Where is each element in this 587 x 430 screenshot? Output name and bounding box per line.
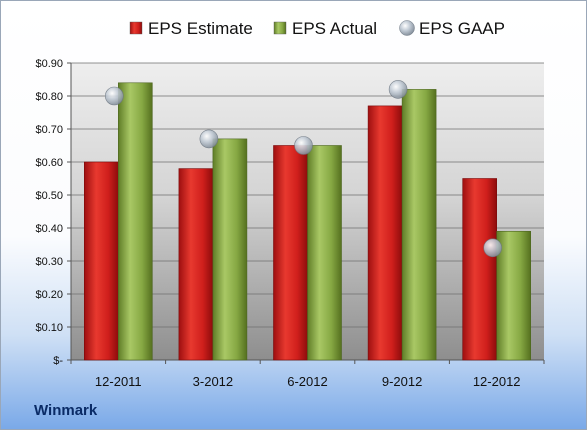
company-name: Winmark [34,402,98,419]
bar-eps-estimate [462,178,498,361]
y-tick-label: $0.10 [35,322,63,334]
y-tick-label: $0.20 [35,289,63,301]
bar-eps-actual [307,145,342,361]
y-tick-label: $0.80 [35,91,63,103]
x-tick-label: 12-2012 [473,374,521,389]
bar-eps-actual [212,138,248,361]
bar-eps-actual [401,89,437,361]
y-tick-label: $0.90 [35,58,63,70]
y-tick-label: $0.30 [35,256,63,268]
marker-eps-gaap [483,238,503,258]
legend-label: EPS GAAP [419,19,505,38]
legend-label: EPS Estimate [148,19,253,38]
marker-eps-gaap [105,86,124,106]
marker-eps-gaap [388,80,408,99]
bar-eps-actual [496,231,532,361]
bar-eps-estimate [178,168,214,361]
legend-swatch [399,20,415,36]
bar-eps-estimate [273,145,308,361]
legend-swatch [129,21,143,35]
marker-eps-gaap [294,136,313,155]
marker-eps-gaap [199,129,219,149]
x-tick-label: 6-2012 [287,374,327,389]
bar-eps-actual [118,82,153,361]
y-tick-label: $0.50 [35,190,63,202]
y-tick-label: $0.60 [35,157,63,169]
legend-label: EPS Actual [292,19,377,38]
legend-swatch [273,21,287,35]
x-tick-label: 3-2012 [193,374,233,389]
y-tick-label: $0.40 [35,223,63,235]
x-tick-label: 12-2011 [95,374,142,389]
y-tick-label: $0.70 [35,124,63,136]
bar-eps-estimate [84,161,119,361]
bar-eps-estimate [367,105,403,361]
x-tick-label: 9-2012 [382,374,422,389]
y-tick-label: $- [53,355,63,367]
